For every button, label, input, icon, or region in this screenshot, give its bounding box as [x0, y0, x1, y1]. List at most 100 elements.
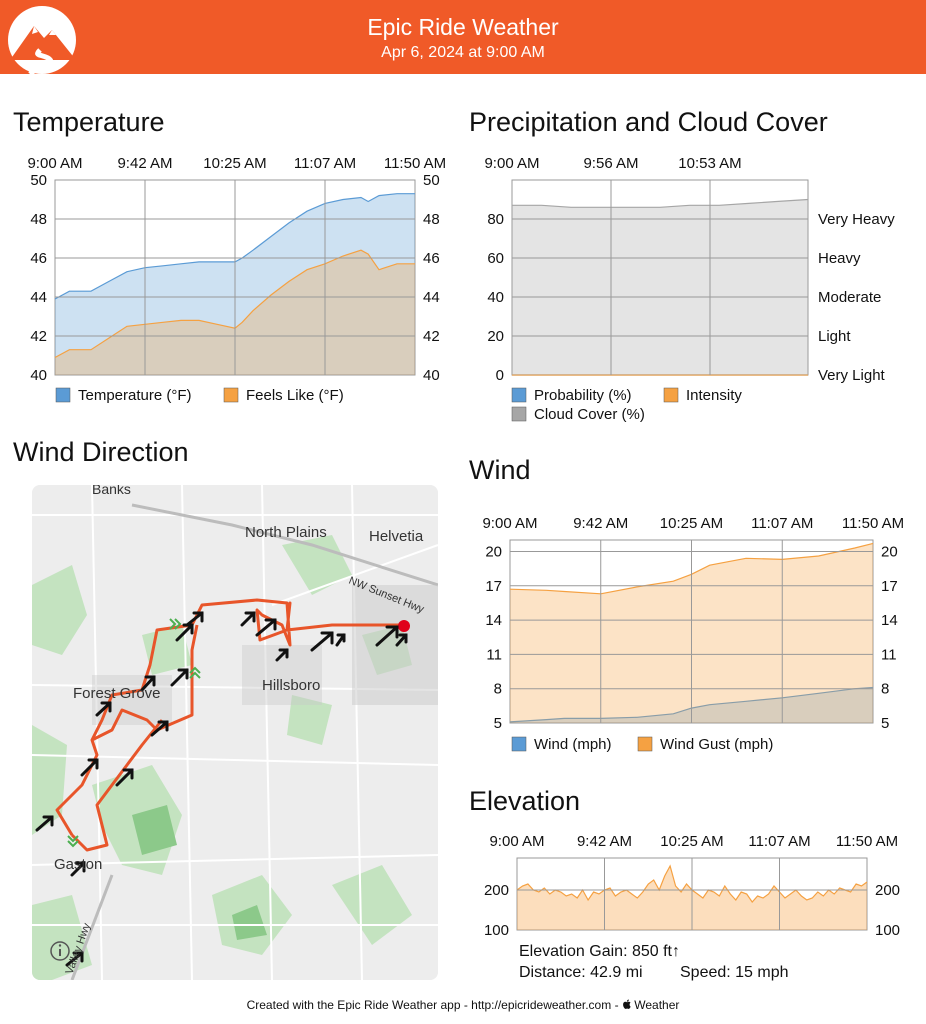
legend-swatch	[663, 387, 679, 403]
elevation-title: Elevation	[469, 786, 581, 816]
y-tick-label: 100	[484, 922, 509, 939]
intensity-label: Heavy	[818, 250, 861, 267]
wind-direction-map[interactable]: Banks North Plains Helvetia NW Sunset Hw…	[32, 485, 438, 980]
y-tick-label-right: 40	[423, 367, 440, 384]
wind-title: Wind	[469, 455, 531, 485]
ride-datetime: Apr 6, 2024 at 9:00 AM	[381, 44, 545, 61]
map-highways	[70, 503, 438, 980]
y-tick-label: 5	[494, 715, 502, 732]
y-tick-label-right: 8	[881, 681, 889, 698]
map-label-banks: Banks	[92, 485, 131, 497]
footer-credit: Created with the Epic Ride Weather app -…	[246, 998, 622, 1012]
x-tick-label: 9:00 AM	[484, 155, 539, 172]
y-tick-label: 200	[484, 882, 509, 899]
y-tick-label: 40	[30, 367, 47, 384]
y-tick-label: 40	[487, 289, 504, 306]
legend-swatch	[511, 406, 527, 422]
y-tick-label: 14	[485, 612, 502, 629]
y-tick-label-right: 50	[423, 172, 440, 189]
map-label-helvetia: Helvetia	[369, 528, 424, 545]
y-tick-label: 50	[30, 172, 47, 189]
legend-swatch	[511, 387, 527, 403]
distance: Distance: 42.9 mi	[519, 964, 643, 981]
y-tick-label-right: 17	[881, 578, 898, 595]
series-line-2	[512, 198, 809, 208]
map-urban	[92, 585, 438, 725]
wind-direction-title: Wind Direction	[13, 437, 189, 467]
y-tick-label: 8	[494, 681, 502, 698]
x-tick-label: 9:00 AM	[27, 155, 82, 172]
y-tick-label: 60	[487, 250, 504, 267]
route-direction-chevrons	[67, 618, 201, 848]
legend-label: Wind Gust (mph)	[660, 736, 773, 753]
y-tick-label-right: 11	[881, 646, 897, 663]
legend-swatch	[637, 736, 653, 752]
y-tick-label: 11	[486, 646, 502, 663]
series-line-1	[54, 249, 415, 359]
x-tick-label: 10:25 AM	[660, 515, 723, 532]
precipitation-chart: 9:00 AM 9:56 AM 10:53 AM 0 20 40 60 80 Very Ligh…	[484, 155, 895, 423]
apple-icon	[623, 999, 631, 1009]
x-tick-label: 11:50 AM	[836, 833, 898, 850]
x-tick-label: 9:00 AM	[482, 515, 537, 532]
y-tick-label: 20	[485, 543, 502, 560]
elevation-chart: 9:00 AM 9:42 AM 10:25 AM 11:07 AM 11:50 AM 10…	[484, 833, 900, 939]
y-tick-label: 46	[30, 250, 47, 267]
x-tick-label: 11:07 AM	[294, 155, 356, 172]
precipitation-title: Precipitation and Cloud Cover	[469, 107, 828, 137]
elevation-gain: Elevation Gain: 850 ft↑	[519, 943, 680, 960]
x-tick-label: 10:25 AM	[203, 155, 266, 172]
x-tick-label: 10:53 AM	[678, 155, 741, 172]
y-tick-label-right: 20	[881, 543, 898, 560]
legend-label: Cloud Cover (%)	[534, 406, 645, 423]
y-tick-label-right: 5	[881, 715, 889, 732]
y-tick-label: 80	[487, 211, 504, 228]
y-tick-label: 48	[30, 211, 47, 228]
y-tick-label-right: 200	[875, 882, 900, 899]
wind-arrows	[35, 611, 408, 967]
footer: Created with the Epic Ride Weather app -…	[0, 998, 926, 1012]
map-forest	[132, 805, 267, 940]
x-tick-label: 10:25 AM	[660, 833, 723, 850]
map-info-icon[interactable]	[50, 941, 70, 961]
intensity-label: Light	[818, 328, 851, 345]
map-label-forest-grove: Forest Grove	[73, 685, 161, 702]
footer-weather: Weather	[634, 998, 680, 1012]
intensity-label: Moderate	[818, 289, 881, 306]
intensity-label: Very Light	[818, 367, 886, 384]
map-canvas: Banks North Plains Helvetia NW Sunset Hw…	[32, 485, 438, 980]
x-tick-label: 9:00 AM	[489, 833, 544, 850]
y-tick-label-right: 42	[423, 328, 440, 345]
app-logo-icon	[8, 6, 76, 74]
y-tick-label: 20	[487, 328, 504, 345]
legend-swatch	[223, 387, 239, 403]
legend-label: Feels Like (°F)	[246, 387, 344, 404]
speed: Speed: 15 mph	[680, 964, 789, 981]
intensity-label: Very Heavy	[818, 211, 895, 228]
y-tick-label: 0	[496, 367, 504, 384]
y-tick-label: 44	[30, 289, 47, 306]
legend-label: Temperature (°F)	[78, 387, 192, 404]
legend-label: Intensity	[686, 387, 742, 404]
map-label-north-plains: North Plains	[245, 524, 327, 541]
x-tick-label: 11:07 AM	[751, 515, 813, 532]
legend-swatch	[511, 736, 527, 752]
legend-label: Wind (mph)	[534, 736, 612, 753]
map-label-gaston: Gaston	[54, 856, 102, 873]
y-tick-label-right: 14	[881, 612, 898, 629]
y-tick-label-right: 46	[423, 250, 440, 267]
header-bar: Epic Ride Weather Apr 6, 2024 at 9:00 AM	[0, 0, 926, 74]
series-area-2	[512, 199, 808, 375]
temperature-title: Temperature	[13, 107, 165, 137]
x-tick-label: 9:42 AM	[117, 155, 172, 172]
app-title: Epic Ride Weather	[367, 14, 559, 40]
x-tick-label: 9:56 AM	[583, 155, 638, 172]
x-tick-label: 11:50 AM	[384, 155, 446, 172]
legend-label: Probability (%)	[534, 387, 632, 404]
y-tick-label-right: 44	[423, 289, 440, 306]
route-line	[55, 598, 404, 852]
map-label-hillsboro: Hillsboro	[262, 677, 320, 694]
x-tick-label: 9:42 AM	[577, 833, 632, 850]
temperature-chart: 9:00 AM 9:42 AM 10:25 AM 11:07 AM 11:50 AM 40…	[27, 155, 446, 404]
route-end-marker	[398, 620, 410, 632]
